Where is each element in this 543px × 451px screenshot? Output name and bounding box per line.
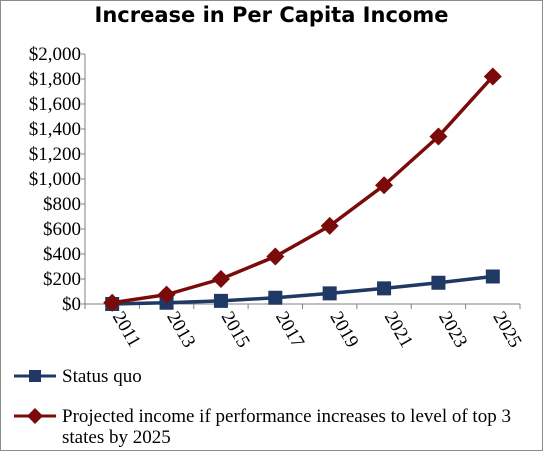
x-tick-label: 2015 bbox=[217, 308, 254, 351]
data-point-square bbox=[268, 290, 283, 305]
data-point-square bbox=[377, 281, 392, 296]
chart-title: Increase in Per Capita Income bbox=[94, 3, 449, 27]
y-tick-label: $1,000 bbox=[29, 169, 81, 190]
y-tick-label: $0 bbox=[62, 294, 81, 315]
data-point-diamond bbox=[483, 67, 502, 86]
data-point-diamond bbox=[320, 216, 339, 235]
y-tick-label: $200 bbox=[43, 269, 81, 290]
y-tick-label: $1,800 bbox=[29, 69, 81, 90]
series-line-1 bbox=[111, 75, 495, 305]
y-tick-label: $800 bbox=[43, 194, 81, 215]
data-point-square bbox=[213, 293, 228, 308]
y-tick-label: $400 bbox=[43, 244, 81, 265]
x-tick-label: 2011 bbox=[108, 308, 145, 351]
data-point-diamond bbox=[429, 127, 448, 146]
x-tick-label: 2023 bbox=[434, 308, 471, 351]
series-line-0 bbox=[112, 274, 494, 306]
data-point-square bbox=[322, 286, 337, 301]
data-point-diamond bbox=[266, 247, 285, 266]
y-tick-label: $2,000 bbox=[29, 44, 81, 65]
diamond-marker-icon bbox=[14, 408, 56, 424]
x-tick-label: 2017 bbox=[271, 308, 308, 351]
y-tick-label: $600 bbox=[43, 219, 81, 240]
legend-label: Status quo bbox=[62, 366, 142, 387]
data-point-square bbox=[485, 269, 500, 284]
y-tick-label: $1,200 bbox=[29, 144, 81, 165]
y-tick-label: $1,400 bbox=[29, 119, 81, 140]
data-point-diamond bbox=[157, 285, 176, 304]
square-marker-icon bbox=[14, 370, 56, 382]
legend-label: Projected income if performance increase… bbox=[62, 406, 511, 448]
x-tick-label: 2025 bbox=[488, 308, 525, 351]
x-tick-label: 2013 bbox=[162, 308, 199, 351]
x-tick-label: 2019 bbox=[325, 308, 362, 351]
data-point-diamond bbox=[103, 293, 122, 312]
y-tick-label: $1,600 bbox=[29, 94, 81, 115]
data-point-diamond bbox=[211, 270, 230, 288]
data-point-square bbox=[431, 275, 446, 290]
data-point-diamond bbox=[375, 176, 394, 195]
x-tick-label: 2021 bbox=[380, 308, 417, 351]
